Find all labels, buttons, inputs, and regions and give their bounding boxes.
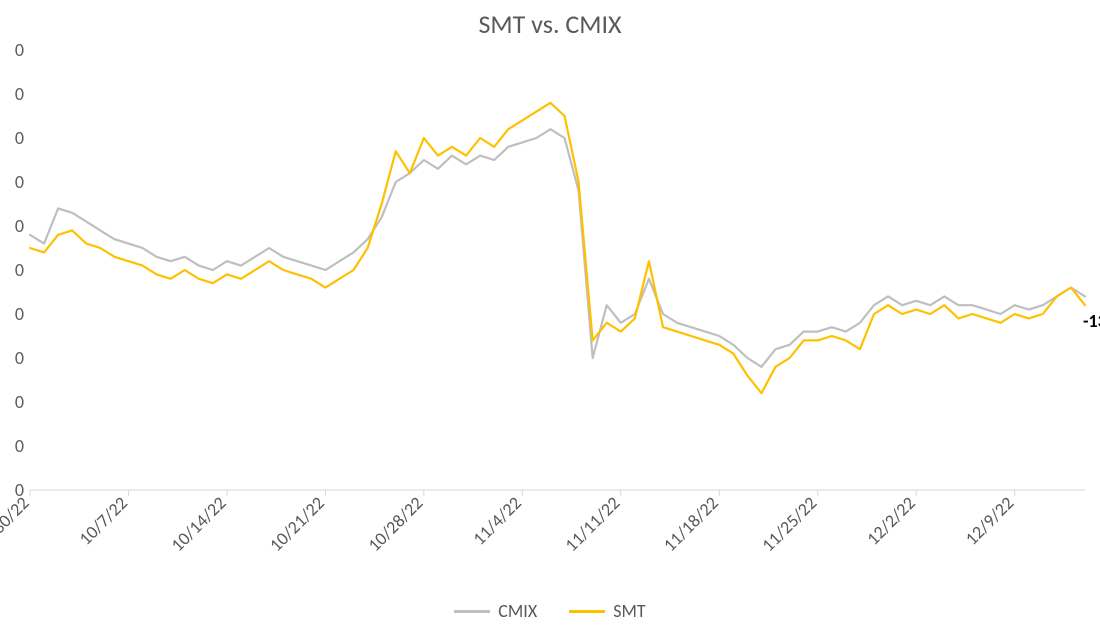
y-tick-label: 0 (15, 347, 24, 369)
legend: CMIX SMT (0, 596, 1100, 623)
y-tick-label: 0 (15, 39, 24, 61)
x-tick-label: 11/18/22 (659, 492, 723, 556)
x-tick-label: 11/4/22 (468, 492, 526, 550)
legend-label-smt: SMT (613, 600, 645, 622)
series-cmix (30, 129, 1085, 367)
x-tick-label: 11/25/22 (757, 492, 821, 556)
legend-swatch-cmix (454, 610, 490, 613)
y-tick-label: 0 (15, 171, 24, 193)
y-tick-label: 0 (15, 303, 24, 325)
x-tick-label: 10/28/22 (363, 492, 427, 556)
y-tick-label: 0 (15, 83, 24, 105)
y-tick-label: 0 (15, 435, 24, 457)
y-tick-label: 0 (15, 127, 24, 149)
chart-svg: 000000000009/30/2210/7/2210/14/2210/21/2… (0, 0, 1100, 628)
x-tick-label: 12/9/22 (961, 492, 1019, 550)
x-tick-label: 9/30/22 (0, 492, 34, 550)
x-tick-label: 10/21/22 (265, 492, 329, 556)
legend-item-cmix: CMIX (454, 600, 537, 622)
x-tick-label: 10/14/22 (166, 492, 230, 556)
y-tick-label: 0 (15, 215, 24, 237)
series-smt (30, 103, 1085, 393)
legend-label-cmix: CMIX (498, 600, 537, 622)
legend-item-smt: SMT (569, 600, 645, 622)
x-tick-label: 10/7/22 (74, 492, 132, 550)
chart-container: SMT vs. CMIX 000000000009/30/2210/7/2210… (0, 0, 1100, 628)
x-tick-label: 11/11/22 (560, 492, 624, 556)
end-label: -13 (1083, 310, 1100, 332)
y-tick-label: 0 (15, 259, 24, 281)
x-tick-label: 12/2/22 (862, 492, 920, 550)
y-tick-label: 0 (15, 391, 24, 413)
legend-swatch-smt (569, 610, 605, 613)
